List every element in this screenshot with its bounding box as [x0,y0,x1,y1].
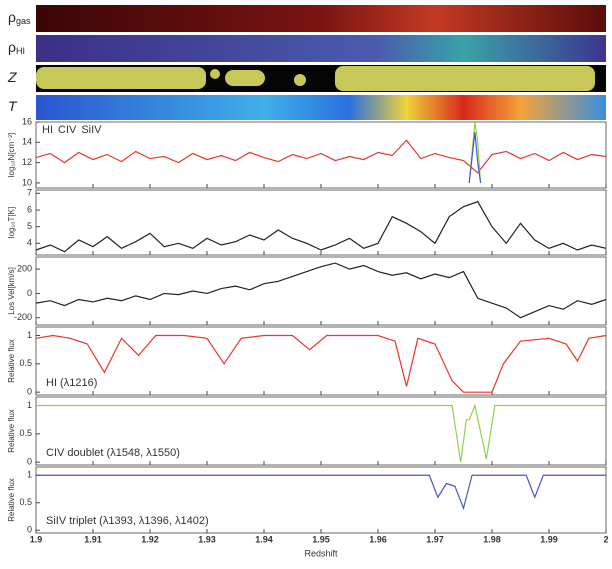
series-line [36,336,606,393]
y-tick-label: 0.5 [19,428,32,438]
series-line [36,140,606,172]
y-tick-label: 0 [27,288,32,298]
y-axis-label: Relative flux [7,478,16,522]
annotation: SiIV triplet (λ1393, λ1396, λ1402) [46,515,209,527]
gas-density-strip [36,5,606,32]
y-tick-label: 5 [27,221,32,231]
x-tick-label: 1.99 [540,534,558,544]
x-tick-label: 1.94 [255,534,273,544]
strip-label: Z [7,69,17,85]
strip-symbol: ρ [8,39,16,55]
y-tick-label: 7 [27,188,32,198]
legend-entry: HI [42,124,53,136]
x-tick-label: 2 [603,534,608,544]
y-tick-label: 0 [27,457,32,467]
x-tick-label: 1.93 [198,534,216,544]
panel-frame [36,122,606,188]
y-tick-label: 10 [22,177,32,187]
y-tick-label: 0.5 [19,358,32,368]
y-tick-label: 0.5 [19,497,32,507]
strip-symbol: T [8,98,18,114]
series-line [36,202,606,252]
annotation: CIV doublet (λ1548, λ1550) [46,447,180,459]
annotation: HI (λ1216) [46,377,97,389]
y-tick-label: 0 [27,387,32,397]
strip-subscript: HI [16,46,25,56]
strip-symbol: ρ [8,9,16,25]
y-axis-label: Relative flux [7,339,16,383]
legend-entry: SiIV [81,124,102,136]
y-tick-label: 0 [27,525,32,535]
figure: ρgasρHIZT10121416log₁₀N[cm⁻²]HICIVSiIV45… [0,0,612,564]
x-tick-label: 1.95 [312,534,330,544]
y-tick-label: 1 [27,470,32,480]
strip-label: ρHI [8,39,25,57]
strip-label: T [8,98,18,114]
x-tick-label: 1.91 [84,534,102,544]
strip-symbol: Z [7,69,17,85]
y-tick-label: 6 [27,204,32,214]
y-tick-label: 16 [22,116,32,126]
x-tick-label: 1.97 [426,534,444,544]
y-axis-label: log₁₀T[K] [7,207,16,238]
x-axis-label: Redshift [304,548,338,558]
series-line [36,263,606,318]
x-tick-label: 1.92 [141,534,159,544]
x-tick-label: 1.98 [483,534,501,544]
y-tick-label: 200 [17,264,32,274]
y-axis-label: Relative flux [7,409,16,453]
y-axis-label: Los Vel[km/s] [7,267,16,315]
y-tick-label: -200 [14,312,32,322]
y-axis-label: log₁₀N[cm⁻²] [7,133,16,177]
x-tick-label: 1.9 [30,534,43,544]
panel-frame [36,327,606,395]
temperature-strip [36,95,606,120]
series-line [36,475,606,508]
y-tick-label: 1 [27,400,32,410]
x-tick-label: 1.96 [369,534,387,544]
y-tick-label: 4 [27,238,32,248]
y-tick-label: 1 [27,330,32,340]
hi-density-strip [36,35,606,62]
strip-subscript: gas [16,16,31,26]
y-tick-label: 14 [22,137,32,147]
legend-entry: CIV [58,124,77,136]
y-tick-label: 12 [22,157,32,167]
strip-label: ρgas [8,9,31,27]
